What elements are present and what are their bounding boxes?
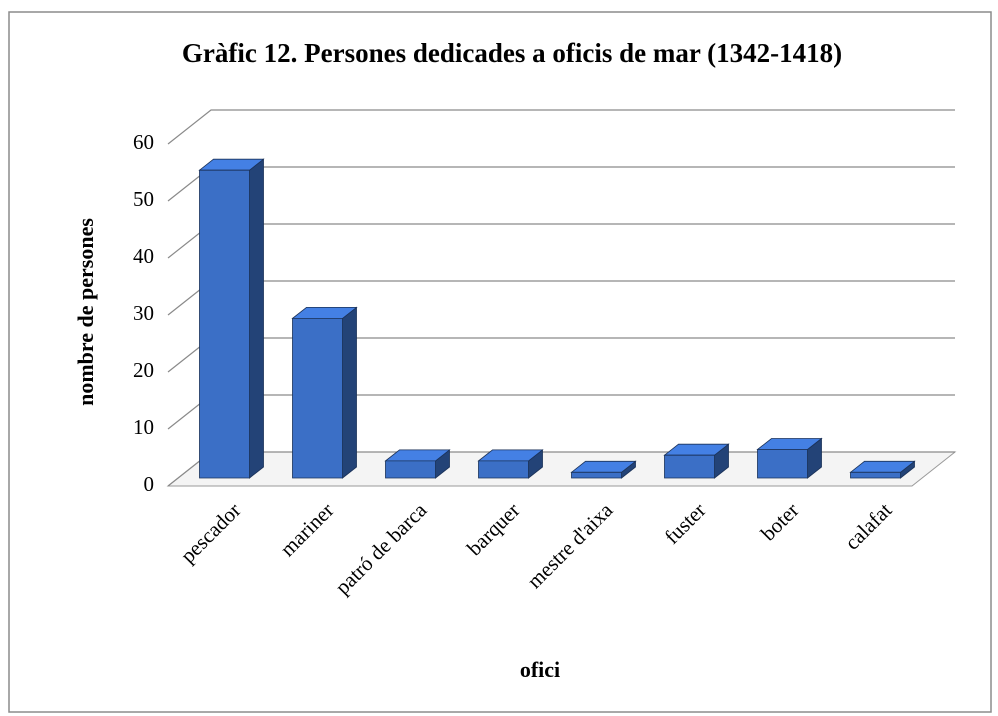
y-tick-label: 50	[133, 187, 154, 211]
bar-front	[757, 449, 808, 479]
chart-title: Gràfic 12. Persones dedicades a oficis d…	[182, 38, 842, 68]
bar	[849, 460, 916, 479]
bar-front	[478, 460, 529, 479]
bar	[198, 158, 265, 479]
x-axis-label: ofici	[520, 657, 560, 682]
bar	[291, 306, 358, 479]
bar	[477, 449, 544, 479]
floor	[166, 451, 957, 487]
bar-front	[571, 471, 622, 479]
bar	[663, 443, 730, 479]
y-tick-label: 40	[133, 244, 154, 268]
bar	[384, 449, 451, 479]
bar-side	[342, 306, 357, 479]
y-tick-label: 10	[133, 415, 154, 439]
bar-front	[385, 460, 436, 479]
bar-side	[249, 158, 264, 479]
y-axis-label: nombre de persones	[73, 218, 98, 406]
chart-border	[8, 11, 992, 713]
y-tick-label: 0	[144, 472, 155, 496]
bar	[756, 437, 823, 479]
bar-front	[664, 454, 715, 479]
grid-line	[167, 109, 955, 145]
y-tick-label: 20	[133, 358, 154, 382]
bar	[570, 460, 637, 479]
bar-front	[292, 317, 343, 479]
bar-front	[199, 169, 250, 479]
y-tick-label: 30	[133, 301, 154, 325]
bar-front	[850, 471, 901, 479]
y-tick-label: 60	[133, 130, 154, 154]
